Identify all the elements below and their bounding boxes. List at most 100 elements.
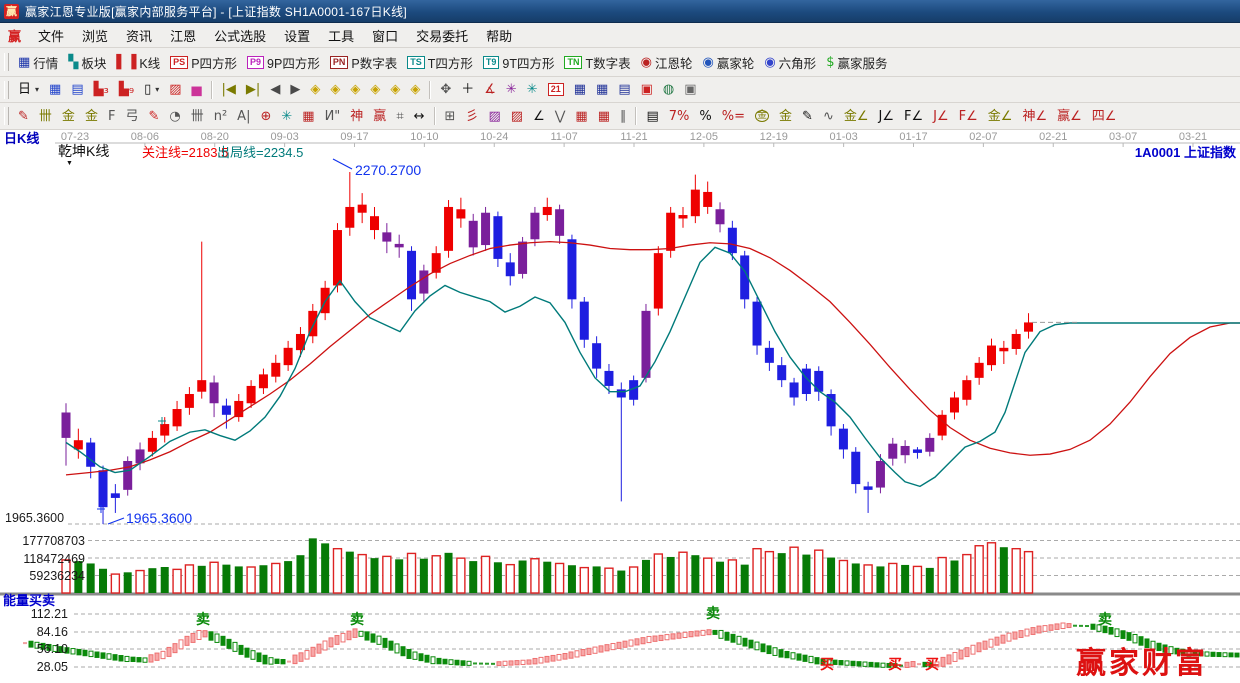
notes-button[interactable]: ▤ [613,78,635,101]
hand-tool-button[interactable]: ✥ [435,78,456,101]
gold-grid2-button[interactable]: 金 [80,105,103,128]
crosshair-button[interactable]: ＋ [456,78,479,101]
gold-lines-button[interactable]: 金 [774,105,797,128]
9t-square-button[interactable]: T9 9T四方形 [478,51,560,74]
shen-tool-button[interactable]: 神 [345,105,368,128]
t-square-button[interactable]: TS T四方形 [402,51,478,74]
calendar-button[interactable]: 21 [543,78,569,101]
four-angle-button[interactable]: 四∠ [1087,105,1122,128]
j-angle-button[interactable]: J∠ [874,105,900,128]
a-wave-button[interactable]: ∿ [818,105,839,128]
shen-angle-button[interactable]: 神∠ [1017,105,1052,128]
hexagon-button[interactable]: ◉ 六角形 [759,51,821,74]
color-histogram-button[interactable]: ▅ [187,78,207,101]
qianlong-pattern-button[interactable]: ▦ [44,78,66,101]
menu-item-3[interactable]: 资讯 [126,28,153,44]
menu-item-6[interactable]: 设置 [284,28,311,44]
circle-cross-button[interactable]: ⊕ [255,105,276,128]
bow-tool-button[interactable]: 弓 [120,105,143,128]
p-square-button[interactable]: PS P四方形 [165,51,242,74]
remote-button[interactable]: ▣ [679,78,701,101]
f-angle-button[interactable]: F∠ [899,105,928,128]
fan-rays-button[interactable]: 彡 [460,105,483,128]
diamond-vexpand-button[interactable]: ◈ [405,78,425,101]
prev-button[interactable]: ◀ [265,78,285,101]
grid-box-button[interactable]: ▦ [297,105,319,128]
comb2-tool-button[interactable]: 卌 [186,105,209,128]
measure-button[interactable]: ∡ [479,78,501,101]
menu-item-8[interactable]: 窗口 [372,28,399,44]
win-tool-button[interactable]: 赢 [368,105,391,128]
diamond-expand-button[interactable]: ◈ [345,78,365,101]
starburst-button[interactable]: ✳ [276,105,297,128]
gann-mark-button[interactable]: ✳ [501,78,522,101]
menu-item-9[interactable]: 交易委托 [416,28,469,44]
9p-square-button[interactable]: P9 9P四方形 [242,51,325,74]
gann-wheel-button[interactable]: ◉ 江恩轮 [636,51,698,74]
percent-strike-button[interactable]: 7% [664,105,695,128]
band-pattern-button[interactable]: ▨ [164,78,186,101]
chart-canvas[interactable] [0,130,1240,683]
t-number-button[interactable]: TN T数字表 [559,51,635,74]
red-grid-button[interactable]: ▦ [570,105,592,128]
menu-item-1[interactable]: 文件 [38,28,65,44]
brush-tool-button[interactable]: ✎ [143,105,164,128]
percent-button[interactable]: % [694,105,716,128]
draw-pen-button[interactable]: ✎ [13,105,34,128]
quotes-button[interactable]: ▦ 行情 [13,51,63,74]
circled-gold-button[interactable]: 金 [750,105,774,128]
winner-wheel-button[interactable]: ◉ 赢家轮 [697,51,759,74]
kline-button[interactable]: ▌▐ K线 [111,51,165,74]
gold-angle2-button[interactable]: 金∠ [983,105,1018,128]
f-angle-red-button[interactable]: F∠ [954,105,983,128]
n-quote-button[interactable]: И" [320,105,346,128]
gold-grid-button[interactable]: 金 [57,105,80,128]
angle-lines-button[interactable]: ∠ [528,105,550,128]
web-analysis-button[interactable]: ✳ [522,78,543,101]
period-day-button[interactable]: 日 ▾ [13,78,44,101]
pattern-9-button[interactable]: ▙₉ [114,78,139,101]
parallel-lines-button[interactable]: ∥ [615,105,632,128]
j-angle-red-button[interactable]: J∠ [928,105,954,128]
a-line-button[interactable]: A| [232,105,255,128]
kline-type-selector[interactable]: 乾坤K线 [58,143,110,159]
menu-item-2[interactable]: 浏览 [82,28,109,44]
ink-brush-button[interactable]: ✎ [797,105,818,128]
n2-tool-button[interactable]: n² [209,105,232,128]
clock-tool-button[interactable]: ◔ [164,105,185,128]
network-button[interactable]: ◍ [658,78,679,101]
f10-info-button[interactable]: ▤ [66,78,88,101]
spreadsheet-button[interactable]: ▦ [591,78,613,101]
red-grid2-button[interactable]: ▦ [593,105,615,128]
menu-item-7[interactable]: 工具 [328,28,355,44]
percent-line-button[interactable]: %= [717,105,750,128]
winner-service-button[interactable]: $ 赢家服务 [821,51,892,74]
kline-type-dropdown-icon[interactable]: ▼ [66,160,73,167]
pattern-3-button[interactable]: ▙₃ [89,78,114,101]
diamond-left-button[interactable]: ◈ [305,78,325,101]
win-angle-button[interactable]: 赢∠ [1052,105,1087,128]
menu-item-5[interactable]: 公式选股 [214,28,267,44]
gold-angle-button[interactable]: 金∠ [839,105,874,128]
box-chart-button[interactable]: ⊞ [440,105,461,128]
square-fan-button[interactable]: ▨ [483,105,505,128]
menu-item-10[interactable]: 帮助 [486,28,513,44]
save-button[interactable]: ▣ [636,78,658,101]
diamond-vcompress-button[interactable]: ◈ [385,78,405,101]
ruler-123-button[interactable]: ⌗ [391,105,408,128]
first-page-button[interactable]: |◀ [217,78,241,101]
square-fan2-button[interactable]: ▨ [506,105,528,128]
sectors-button[interactable]: ▚ 板块 [63,51,111,74]
calculator-button[interactable]: ▦ [569,78,591,101]
candle-style-button[interactable]: ▯ ▾ [139,78,164,101]
menu-item-4[interactable]: 江恩 [170,28,197,44]
p-number-button[interactable]: PN P数字表 [325,51,402,74]
last-page-button[interactable]: ▶| [241,78,265,101]
comb-tool-button[interactable]: 卌 [34,105,57,128]
next-button[interactable]: ▶ [285,78,305,101]
span-arrow-button[interactable]: ↔ [409,105,430,128]
chart-region[interactable]: 07-23 08-06 08-20 09-03 09-17 10-10 10-24 11-07… [0,130,1240,683]
diamond-right-button[interactable]: ◈ [325,78,345,101]
column-stat-button[interactable]: ▤ [641,105,663,128]
diamond-compress-button[interactable]: ◈ [365,78,385,101]
